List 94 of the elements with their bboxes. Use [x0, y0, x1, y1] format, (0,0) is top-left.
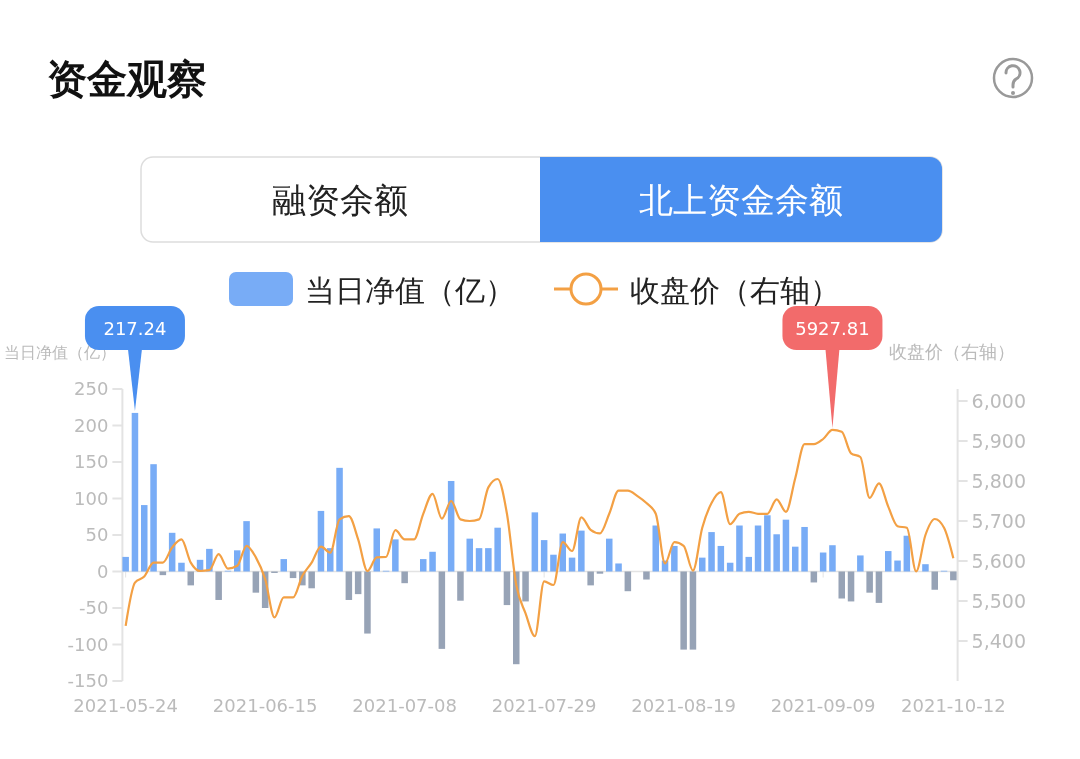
bar — [336, 467, 343, 572]
bar — [782, 519, 790, 572]
bar — [689, 571, 697, 650]
y2-axis-title: 收盘价（右轴） — [889, 341, 1015, 362]
bar — [605, 538, 613, 572]
bar — [866, 571, 873, 593]
bar — [215, 571, 222, 600]
y-tick-label: 100 — [74, 487, 109, 509]
bar — [392, 539, 399, 572]
bar — [726, 562, 734, 572]
bar — [345, 571, 353, 600]
x-tick-label: 2021-08-19 — [631, 695, 736, 716]
bar — [894, 560, 901, 572]
bar — [931, 571, 938, 590]
bar — [485, 548, 492, 572]
bar — [875, 571, 883, 603]
bar — [308, 571, 315, 589]
y2-tick-label: 5,600 — [971, 550, 1027, 572]
bar — [819, 552, 827, 572]
bar — [587, 571, 594, 586]
x-tick-label: 2021-10-12 — [901, 695, 1006, 716]
bar — [680, 571, 687, 650]
x-tick-label: 2021-07-29 — [491, 695, 597, 716]
y2-tick-label: 5,400 — [971, 630, 1027, 652]
y-tick-label: 0 — [96, 560, 109, 582]
bar — [698, 557, 706, 572]
text: 北上资金余额 — [639, 180, 843, 220]
bar — [494, 527, 501, 572]
bar — [243, 521, 250, 572]
bar — [857, 555, 864, 572]
bar — [429, 551, 436, 572]
y-tick-label: 250 — [74, 378, 109, 399]
bar — [540, 540, 548, 572]
legend-label: 当日净值（亿） — [305, 273, 515, 308]
bar — [708, 532, 715, 572]
bar — [522, 571, 529, 602]
x-tick-label: 2021-09-09 — [770, 695, 876, 716]
bar — [643, 571, 650, 580]
y-tick-label: 50 — [85, 524, 109, 545]
bar — [466, 538, 474, 572]
bar — [736, 525, 743, 572]
bar — [401, 571, 408, 584]
bar — [150, 464, 157, 572]
bar — [364, 571, 371, 634]
bar — [354, 571, 362, 595]
legend-label: 收盘价（右轴） — [630, 273, 840, 308]
bar — [438, 571, 446, 649]
bar — [568, 557, 576, 572]
y-tick-label: 200 — [74, 414, 109, 436]
bar — [141, 505, 148, 572]
y-tick-label: -150 — [67, 670, 109, 691]
bar — [420, 559, 427, 572]
bar — [829, 545, 836, 572]
data-label: 5927.81 — [795, 318, 870, 339]
bar — [252, 571, 260, 593]
x-tick-label: 2021-06-15 — [212, 695, 318, 716]
bar — [531, 512, 539, 572]
bar — [578, 530, 585, 572]
bar — [475, 548, 483, 572]
bar — [503, 571, 511, 606]
bar — [373, 528, 381, 572]
bar — [187, 571, 195, 586]
bar — [754, 525, 762, 572]
bar — [513, 571, 520, 665]
y2-tick-label: 5,500 — [971, 590, 1027, 612]
bar — [791, 546, 799, 572]
bar — [838, 571, 845, 599]
y2-tick-label: 5,900 — [971, 430, 1027, 452]
bar — [457, 571, 464, 601]
bar — [122, 556, 129, 572]
bar — [178, 562, 185, 572]
text: 融资余额 — [272, 180, 408, 220]
bar — [280, 559, 288, 572]
bar — [652, 525, 659, 572]
data-label: 217.24 — [103, 318, 167, 339]
bar — [884, 551, 892, 572]
bar — [801, 526, 808, 572]
bar — [922, 564, 929, 572]
y-tick-label: -100 — [67, 633, 109, 655]
y2-tick-label: 5,700 — [971, 510, 1027, 532]
bar — [773, 534, 780, 572]
bar — [745, 556, 752, 572]
chart-title: 资金观察 — [47, 56, 207, 102]
y-tick-label: -50 — [78, 597, 109, 618]
bar — [764, 515, 771, 572]
bar — [615, 563, 622, 572]
x-tick-label: 2021-07-08 — [352, 695, 457, 716]
bar — [671, 545, 678, 572]
y2-tick-label: 6,000 — [971, 390, 1027, 412]
y-tick-label: 150 — [74, 451, 109, 472]
bar — [717, 545, 725, 572]
x-tick-label: 2021-05-24 — [73, 695, 178, 716]
bar — [550, 554, 557, 572]
y2-tick-label: 5,800 — [971, 470, 1027, 492]
